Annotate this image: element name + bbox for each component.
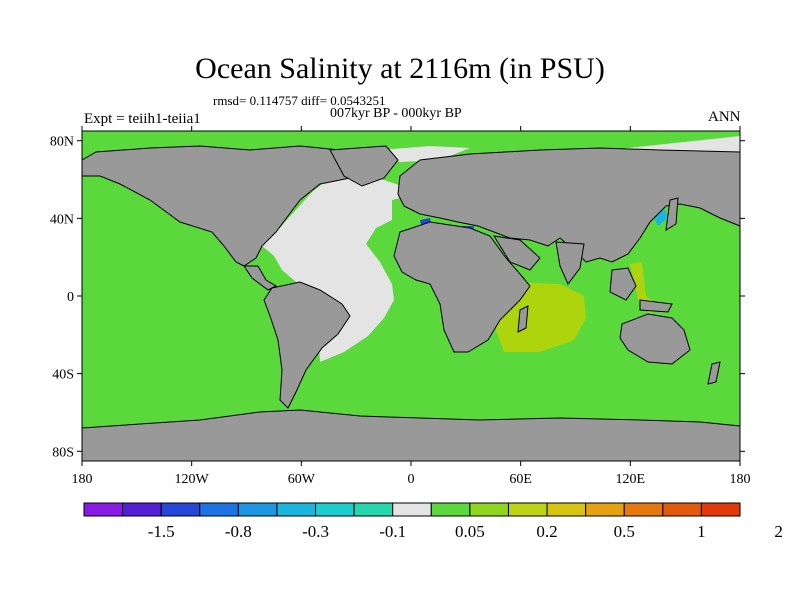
- arabia-land: [493, 235, 541, 271]
- indonesia-land: [609, 267, 673, 313]
- lon-tick-label: 60E: [509, 472, 532, 487]
- colorbar-swatch: [160, 502, 201, 517]
- latitude-axis: 80N 40N 0 40S 80S: [50, 135, 745, 460]
- north-america-land: [81, 145, 373, 267]
- colorbar-swatch: [662, 502, 702, 517]
- colorbar-label: -0.1: [379, 522, 406, 541]
- chart-title: Ocean Salinity at 2116m (in PSU): [195, 52, 605, 85]
- africa-land: [393, 221, 531, 353]
- lat-tick-label: 80S: [52, 445, 74, 460]
- colorbar-swatch: [507, 502, 548, 517]
- colorbar-label: 0.05: [455, 522, 485, 541]
- colorbar-swatch: [623, 502, 664, 517]
- lon-tick-label: 60W: [288, 472, 316, 487]
- longitude-axis: 180 120W 60W 0 60E 120E 180: [72, 126, 751, 487]
- japan-land: [665, 197, 679, 231]
- colorbar-label: -0.8: [225, 522, 252, 541]
- colorbar-swatch: [199, 502, 239, 517]
- colorbar-swatch: [430, 502, 471, 517]
- madagascar-land: [517, 305, 529, 333]
- period-line: 007kyr BP - 000kyr BP: [330, 106, 462, 121]
- season-label: ANN: [708, 109, 741, 125]
- west-pacific-yellow-green-field: [630, 262, 660, 314]
- lat-tick-label: 0: [67, 290, 74, 305]
- lon-tick-label: 180: [72, 472, 93, 487]
- colorbar-swatch: [237, 502, 278, 517]
- lat-tick-label: 80N: [50, 135, 74, 150]
- eurasia-land: [397, 147, 741, 263]
- lon-tick-label: 120E: [616, 472, 646, 487]
- lat-tick-label: 40S: [52, 368, 74, 383]
- lon-tick-label: 120W: [175, 472, 210, 487]
- atlantic-light-gray-field: [262, 176, 408, 362]
- experiment-label: Expt = teiih1-teiia1: [84, 111, 201, 127]
- colorbar-swatch: [276, 502, 317, 517]
- colorbar-label: -0.3: [302, 522, 329, 541]
- india-land: [555, 241, 585, 285]
- colorbar-swatch: [392, 502, 432, 517]
- colorbar-swatch: [469, 502, 509, 517]
- south-america-land: [263, 281, 351, 409]
- australia-land: [619, 313, 691, 365]
- colorbar-label: 0.2: [536, 522, 557, 541]
- colorbar-swatch: [700, 502, 741, 517]
- land-masses: [81, 145, 741, 462]
- colorbar-swatch: [122, 502, 162, 517]
- lon-tick-label: 0: [408, 472, 415, 487]
- arctic-light-gray-field-2: [380, 146, 470, 162]
- colorbar-label: 0.5: [614, 522, 635, 541]
- colorbar-label: -1.5: [148, 522, 175, 541]
- colorbar: -1.5 -0.8 -0.3 -0.1 0.05 0.2 0.5 1 2: [83, 502, 783, 541]
- new-zealand-land: [707, 361, 721, 385]
- colorbar-swatch: [315, 502, 355, 517]
- colorbar-swatch: [585, 502, 625, 517]
- central-america-land: [243, 265, 278, 291]
- lat-tick-label: 40N: [50, 212, 74, 227]
- colorbar-swatch: [546, 502, 587, 517]
- greenland-land: [329, 145, 399, 187]
- colorbar-swatch: [83, 502, 124, 517]
- colorbar-swatch: [353, 502, 394, 517]
- lon-tick-label: 180: [730, 472, 751, 487]
- stats-line: rmsd= 0.114757 diff= 0.0543251: [213, 93, 386, 108]
- colorbar-label: 2: [774, 522, 783, 541]
- colorbar-label: 1: [697, 522, 706, 541]
